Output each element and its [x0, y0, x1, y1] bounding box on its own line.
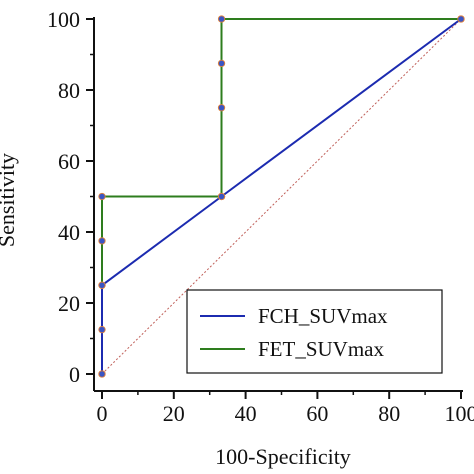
data-point [217, 192, 226, 201]
legend-box [186, 289, 443, 374]
data-point [217, 15, 226, 23]
x-tick-label: 100 [445, 401, 474, 426]
legend: FCH_SUVmax FET_SUVmax [186, 289, 443, 374]
y-tick-label: 0 [69, 362, 80, 387]
data-point [98, 237, 106, 245]
data-point [98, 370, 106, 378]
reference-diagonal [101, 18, 462, 375]
x-tick-label: 0 [97, 401, 108, 426]
y-tick-label: 60 [58, 149, 80, 174]
x-axis-title: 100-Specificity [215, 444, 351, 469]
y-tick-label: 100 [47, 7, 80, 32]
x-tick-label: 60 [306, 401, 328, 426]
y-axis-title: Sensitivity [0, 153, 19, 247]
reference-diagonal-layer [101, 18, 462, 375]
data-point [217, 59, 226, 68]
y-tick-label: 20 [58, 291, 80, 316]
marker-layer [98, 15, 465, 378]
y-tick-label: 80 [58, 78, 80, 103]
x-tick-label: 80 [378, 401, 400, 426]
legend-label: FET_SUVmax [258, 337, 385, 361]
data-point [98, 192, 106, 201]
data-point [457, 15, 465, 23]
data-point [98, 325, 106, 334]
axes: 0 20 40 60 80 100 0 20 40 60 80 100 [47, 7, 474, 426]
data-point [98, 281, 106, 289]
data-point [217, 104, 226, 112]
x-tick-label: 20 [163, 401, 185, 426]
legend-label: FCH_SUVmax [258, 304, 388, 328]
y-tick-label: 40 [58, 220, 80, 245]
x-tick-label: 40 [235, 401, 257, 426]
